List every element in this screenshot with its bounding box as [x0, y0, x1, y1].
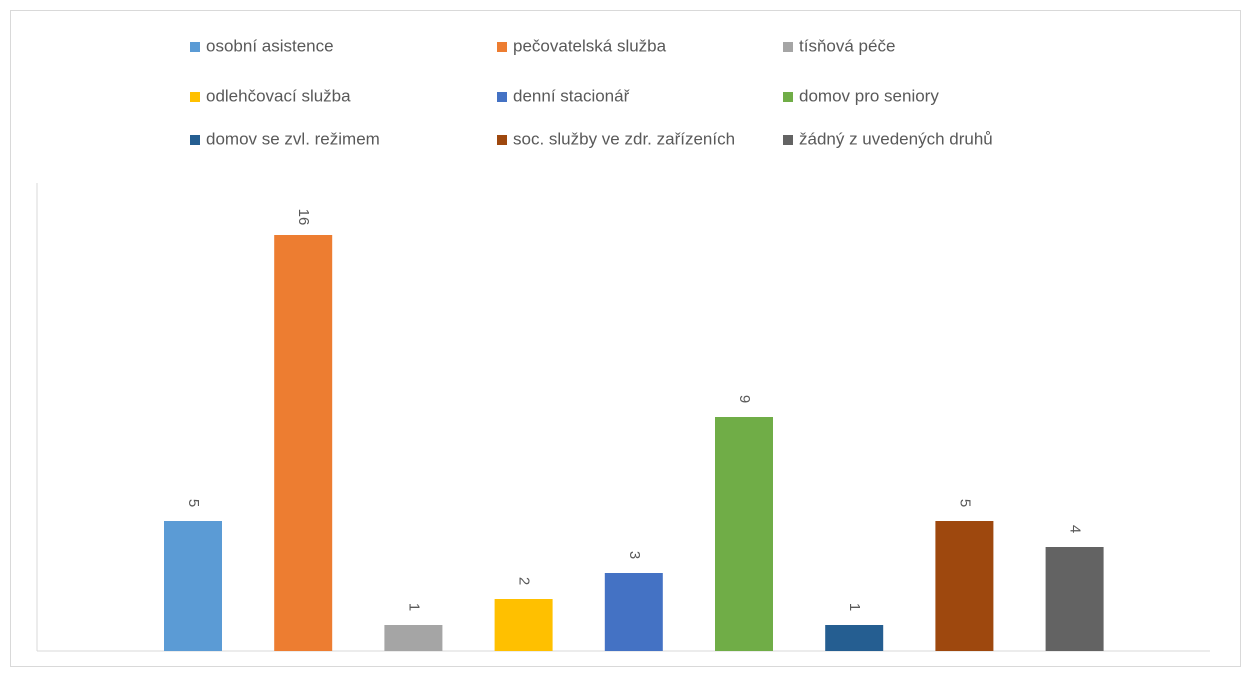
data-label: 1 [846, 603, 863, 611]
legend-label: domov pro seniory [799, 86, 939, 105]
legend-swatch [783, 92, 793, 102]
legend-label: žádný z uvedených druhů [799, 129, 993, 148]
legend-label: osobní asistence [206, 36, 334, 55]
bar [715, 417, 773, 651]
legend-swatch [497, 135, 507, 145]
bar [494, 599, 553, 651]
bar [274, 235, 333, 651]
data-label: 9 [736, 395, 753, 403]
data-label: 5 [185, 499, 202, 507]
legend-label: tísňová péče [799, 36, 895, 55]
legend-label: odlehčovací služba [206, 86, 351, 105]
bar [935, 521, 994, 651]
bar [604, 573, 663, 651]
legend-swatch [783, 135, 793, 145]
data-label: 4 [1067, 525, 1084, 533]
legend-swatch [497, 42, 507, 52]
legend-label: pečovatelská služba [513, 36, 667, 55]
legend-swatch [190, 92, 200, 102]
legend-label: domov se zvl. režimem [206, 129, 380, 148]
legend-label: soc. služby ve zdr. zařízeních [513, 129, 735, 148]
legend-swatch [190, 135, 200, 145]
bar [825, 625, 884, 651]
data-label: 5 [956, 499, 973, 507]
legend-swatch [190, 42, 200, 52]
data-label: 1 [405, 603, 422, 611]
legend-swatch [497, 92, 507, 102]
legend-label: denní stacionář [513, 86, 630, 105]
legend-swatch [783, 42, 793, 52]
data-label: 2 [516, 577, 533, 585]
data-label: 3 [626, 551, 643, 559]
bar [384, 625, 443, 651]
data-label: 16 [295, 209, 312, 226]
bar [1045, 547, 1104, 651]
bar [164, 521, 222, 651]
